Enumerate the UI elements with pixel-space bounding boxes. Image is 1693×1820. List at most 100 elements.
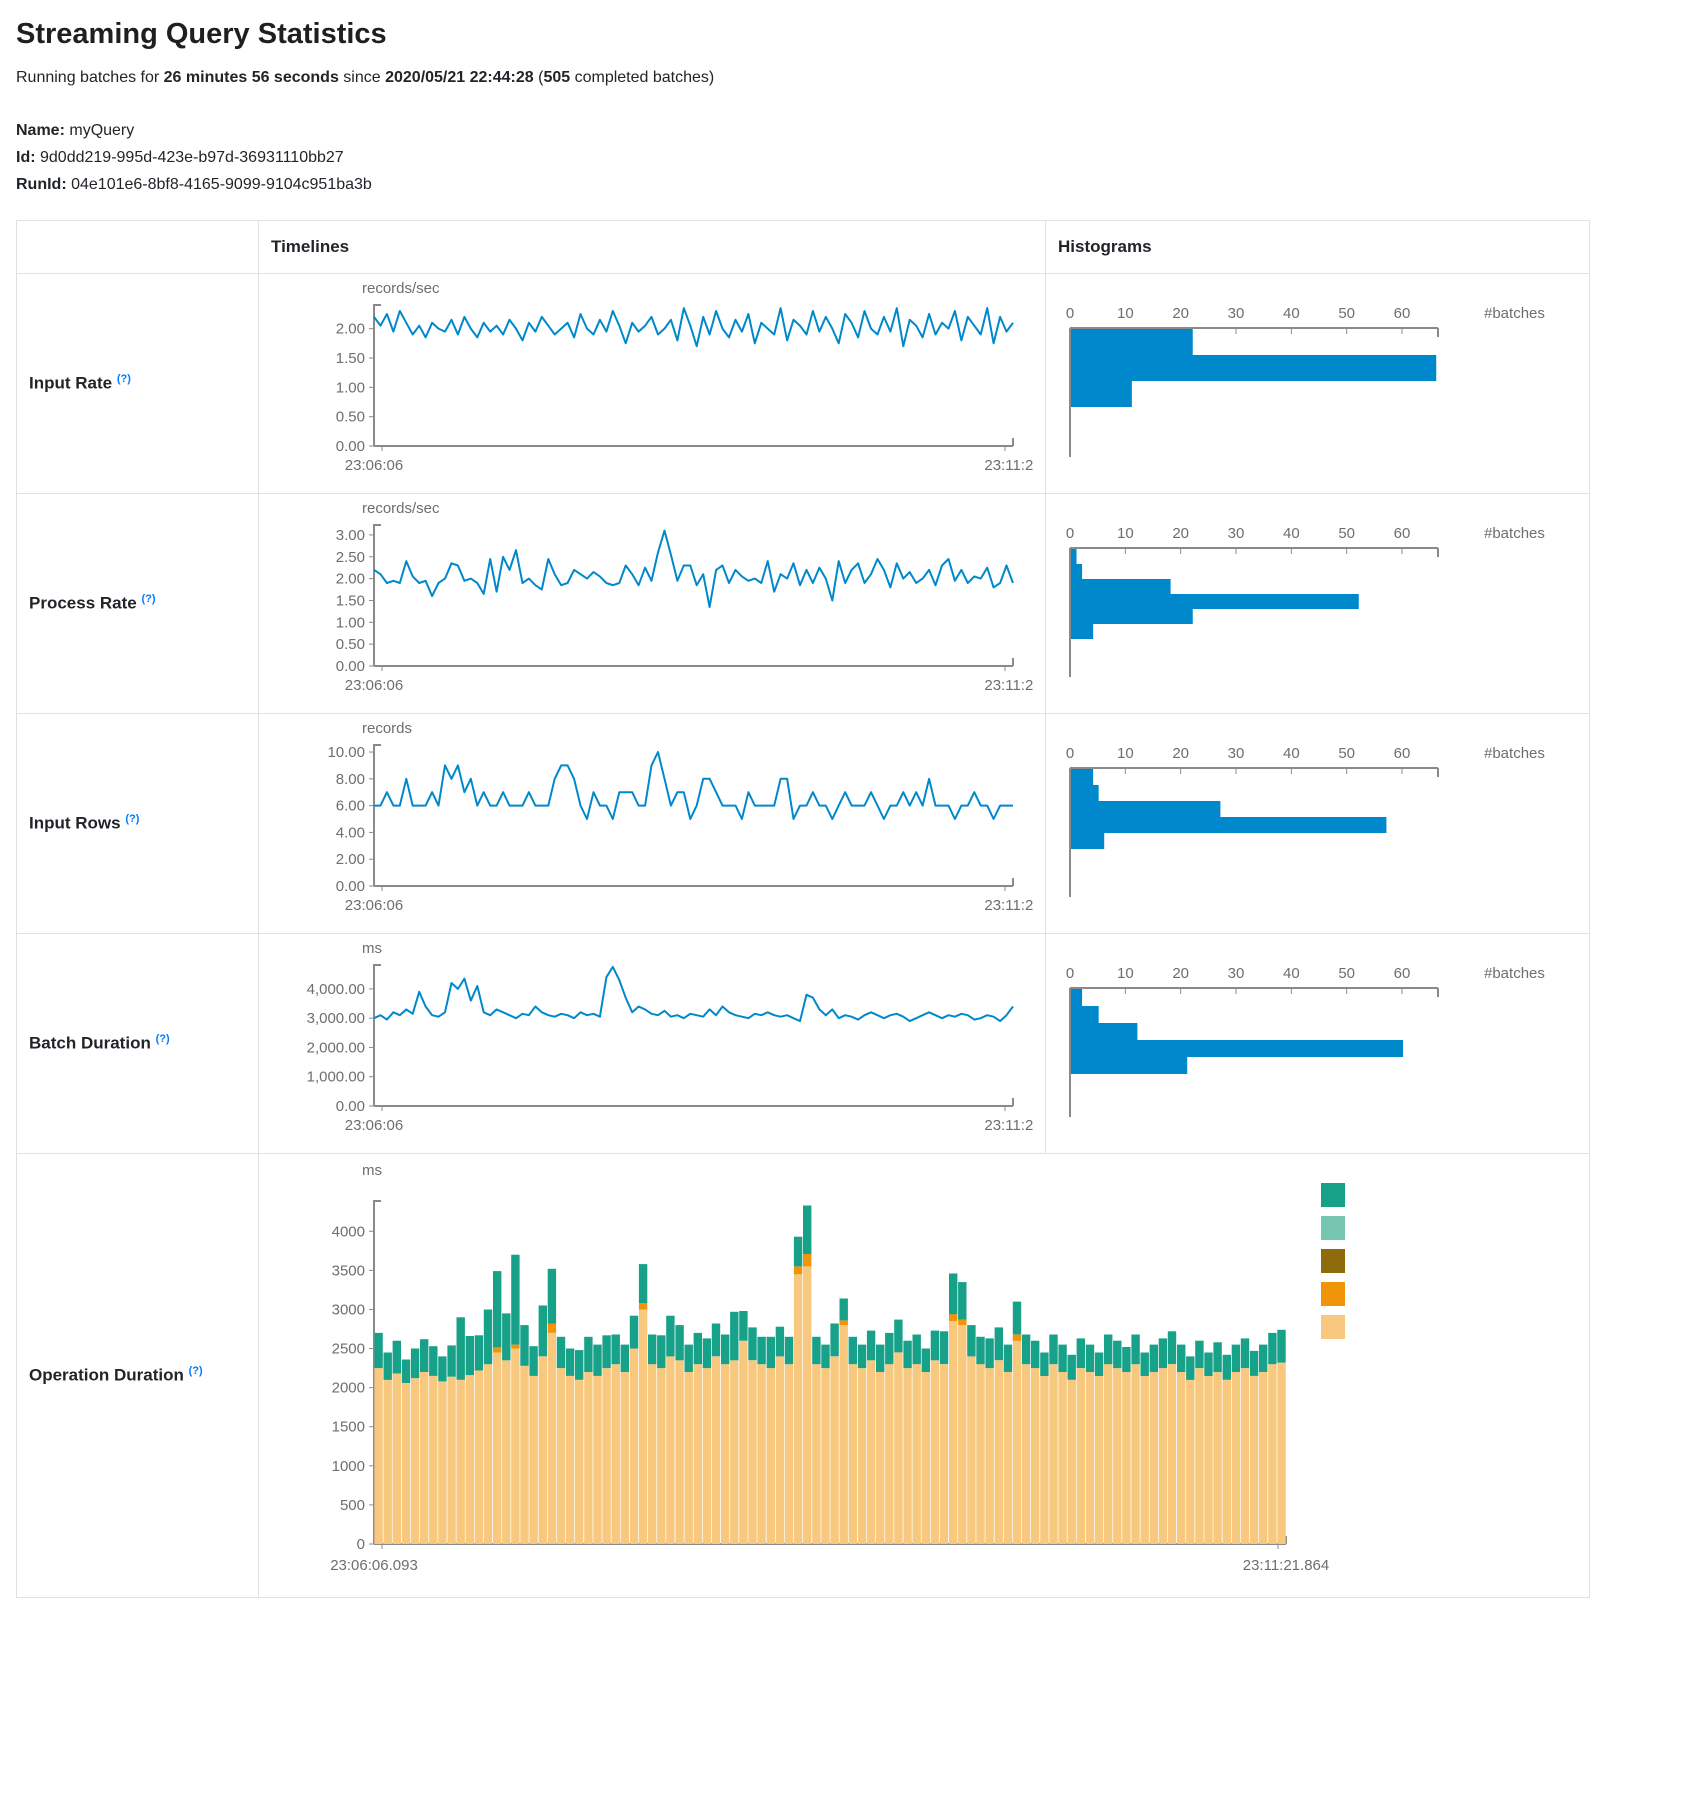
running-duration: 26 minutes 56 seconds xyxy=(163,69,339,86)
svg-text:1000: 1000 xyxy=(332,1458,365,1475)
name-value: myQuery xyxy=(69,122,135,139)
svg-text:records/sec: records/sec xyxy=(362,500,440,517)
svg-text:0.00: 0.00 xyxy=(336,1098,365,1115)
svg-text:23:11:21: 23:11:21 xyxy=(984,457,1033,474)
svg-text:0.50: 0.50 xyxy=(336,636,365,653)
metric-row-input-rate: Input Rate (?) records/sec 0.00 0.50 1.00 1.… xyxy=(16,273,1590,494)
svg-text:6.00: 6.00 xyxy=(336,798,365,815)
svg-text:0.50: 0.50 xyxy=(336,409,365,426)
svg-text:2500: 2500 xyxy=(332,1341,365,1358)
process-rate-histogram-chart: 0 10 20 30 40 50 60 #batches xyxy=(1066,525,1545,677)
svg-text:30: 30 xyxy=(1228,745,1245,762)
input-rows-timeline-chart: records 0.00 2.00 4.00 6.00 8.00 10.00 23:06:06… xyxy=(327,720,1041,914)
svg-text:23:06:06: 23:06:06 xyxy=(345,897,403,914)
operation-duration-help-icon[interactable]: (?) xyxy=(188,1365,203,1378)
svg-text:23:06:06: 23:06:06 xyxy=(345,677,403,694)
running-mid: since xyxy=(338,69,386,86)
process-rate-label: Process Rate xyxy=(29,593,137,613)
svg-text:2000: 2000 xyxy=(332,1380,365,1397)
svg-text:records: records xyxy=(362,720,412,737)
svg-text:10.00: 10.00 xyxy=(327,744,365,761)
running-paren: ( xyxy=(533,69,544,86)
svg-text:23:06:06: 23:06:06 xyxy=(345,1117,403,1134)
svg-text:10: 10 xyxy=(1117,745,1134,762)
svg-text:#batches: #batches xyxy=(1484,745,1545,762)
svg-text:2,000.00: 2,000.00 xyxy=(307,1039,365,1056)
svg-text:ms: ms xyxy=(362,940,382,957)
svg-text:2.00: 2.00 xyxy=(336,851,365,868)
svg-text:1.50: 1.50 xyxy=(336,592,365,609)
svg-text:20: 20 xyxy=(1172,525,1189,542)
input-rows-histogram-chart: 0 10 20 30 40 50 60 #batches xyxy=(1066,745,1545,897)
id-value: 9d0dd219-995d-423e-b97d-36931110bb27 xyxy=(40,149,344,166)
svg-text:1500: 1500 xyxy=(332,1419,365,1436)
svg-text:50: 50 xyxy=(1338,965,1355,982)
statistics-table: Timelines Histograms Input Rate (?) reco… xyxy=(16,220,1590,1598)
page-title: Streaming Query Statistics xyxy=(16,18,387,50)
input-rows-label: Input Rows xyxy=(29,813,121,833)
svg-text:3,000.00: 3,000.00 xyxy=(307,1010,365,1027)
svg-text:60: 60 xyxy=(1394,745,1411,762)
svg-text:0: 0 xyxy=(357,1536,365,1553)
batch-duration-help-icon[interactable]: (?) xyxy=(155,1033,170,1046)
svg-text:0: 0 xyxy=(1066,305,1074,322)
name-label: Name: xyxy=(16,122,65,139)
input-rate-timeline-chart: records/sec 0.00 0.50 1.00 1.50 2.00 23:06:06 2… xyxy=(336,280,1042,474)
metric-row-process-rate: Process Rate (?) records/sec 0.00 0.50 1.00… xyxy=(16,493,1590,714)
svg-text:50: 50 xyxy=(1338,525,1355,542)
corner-header-cell xyxy=(16,220,259,274)
svg-text:60: 60 xyxy=(1394,305,1411,322)
input-rows-help-icon[interactable]: (?) xyxy=(125,813,140,826)
svg-text:40: 40 xyxy=(1283,745,1300,762)
svg-text:0.00: 0.00 xyxy=(336,878,365,895)
svg-text:1.00: 1.00 xyxy=(336,379,365,396)
svg-text:40: 40 xyxy=(1283,305,1300,322)
svg-text:1,000.00: 1,000.00 xyxy=(307,1069,365,1086)
svg-text:#batches: #batches xyxy=(1484,525,1545,542)
svg-text:3500: 3500 xyxy=(332,1262,365,1279)
svg-text:0.00: 0.00 xyxy=(336,438,365,455)
histograms-header: Histograms xyxy=(1045,220,1590,274)
svg-text:4.00: 4.00 xyxy=(336,824,365,841)
runid-value: 04e101e6-8bf8-4165-9099-9104c951ba3b xyxy=(71,176,372,193)
svg-text:20: 20 xyxy=(1172,305,1189,322)
process-rate-help-icon[interactable]: (?) xyxy=(141,593,156,606)
svg-text:23:06:06: 23:06:06 xyxy=(345,457,403,474)
completed-batches-count: 505 xyxy=(543,69,571,86)
svg-text:records/sec: records/sec xyxy=(362,280,440,297)
input-rate-histogram-chart: 0 10 20 30 40 50 60 #batches xyxy=(1066,305,1545,457)
query-runid-line: RunId: 04e101e6-8bf8-4165-9099-9104c951b… xyxy=(16,171,1677,198)
svg-text:23:06:06.093: 23:06:06.093 xyxy=(330,1557,418,1574)
query-meta: Name: myQuery Id: 9d0dd219-995d-423e-b97… xyxy=(16,117,1677,198)
svg-text:#batches: #batches xyxy=(1484,305,1545,322)
id-label: Id: xyxy=(16,149,36,166)
svg-text:2.00: 2.00 xyxy=(336,571,365,588)
metric-row-input-rows: Input Rows (?) records 0.00 2.00 4.00 6.00 8.… xyxy=(16,713,1590,934)
svg-text:ms: ms xyxy=(362,1162,382,1179)
batch-duration-histogram-chart: 0 10 20 30 40 50 60 #batches xyxy=(1066,965,1545,1117)
svg-text:10: 10 xyxy=(1117,965,1134,982)
batch-duration-timeline-chart: ms 0.00 1,000.00 2,000.00 3,000.00 4,000.00 23… xyxy=(307,940,1042,1134)
runid-label: RunId: xyxy=(16,176,67,193)
input-rate-help-icon[interactable]: (?) xyxy=(116,373,131,386)
svg-text:30: 30 xyxy=(1228,965,1245,982)
svg-text:23:11:21: 23:11:21 xyxy=(984,897,1033,914)
metric-row-operation-duration: Operation Duration (?) ms 0 500 1000 1500 200… xyxy=(16,1153,1590,1598)
running-prefix: Running batches for xyxy=(16,69,164,86)
svg-text:0: 0 xyxy=(1066,965,1074,982)
input-rate-label: Input Rate xyxy=(29,373,113,393)
svg-text:10: 10 xyxy=(1117,305,1134,322)
svg-text:40: 40 xyxy=(1283,525,1300,542)
svg-text:10: 10 xyxy=(1117,525,1134,542)
svg-text:3000: 3000 xyxy=(332,1301,365,1318)
query-id-line: Id: 9d0dd219-995d-423e-b97d-36931110bb27 xyxy=(16,144,1677,171)
svg-text:23:11:21: 23:11:21 xyxy=(984,1117,1033,1134)
query-name-line: Name: myQuery xyxy=(16,117,1677,144)
svg-text:40: 40 xyxy=(1283,965,1300,982)
svg-text:23:11:21.864: 23:11:21.864 xyxy=(1243,1557,1329,1574)
svg-text:1.50: 1.50 xyxy=(336,350,365,367)
running-suffix: completed batches) xyxy=(570,69,715,86)
timelines-header: Timelines xyxy=(258,220,1046,274)
operation-duration-stacked-chart: ms 0 500 1000 1500 2000 2500 3000 3500 4000 23:06:… xyxy=(330,1162,1345,1574)
